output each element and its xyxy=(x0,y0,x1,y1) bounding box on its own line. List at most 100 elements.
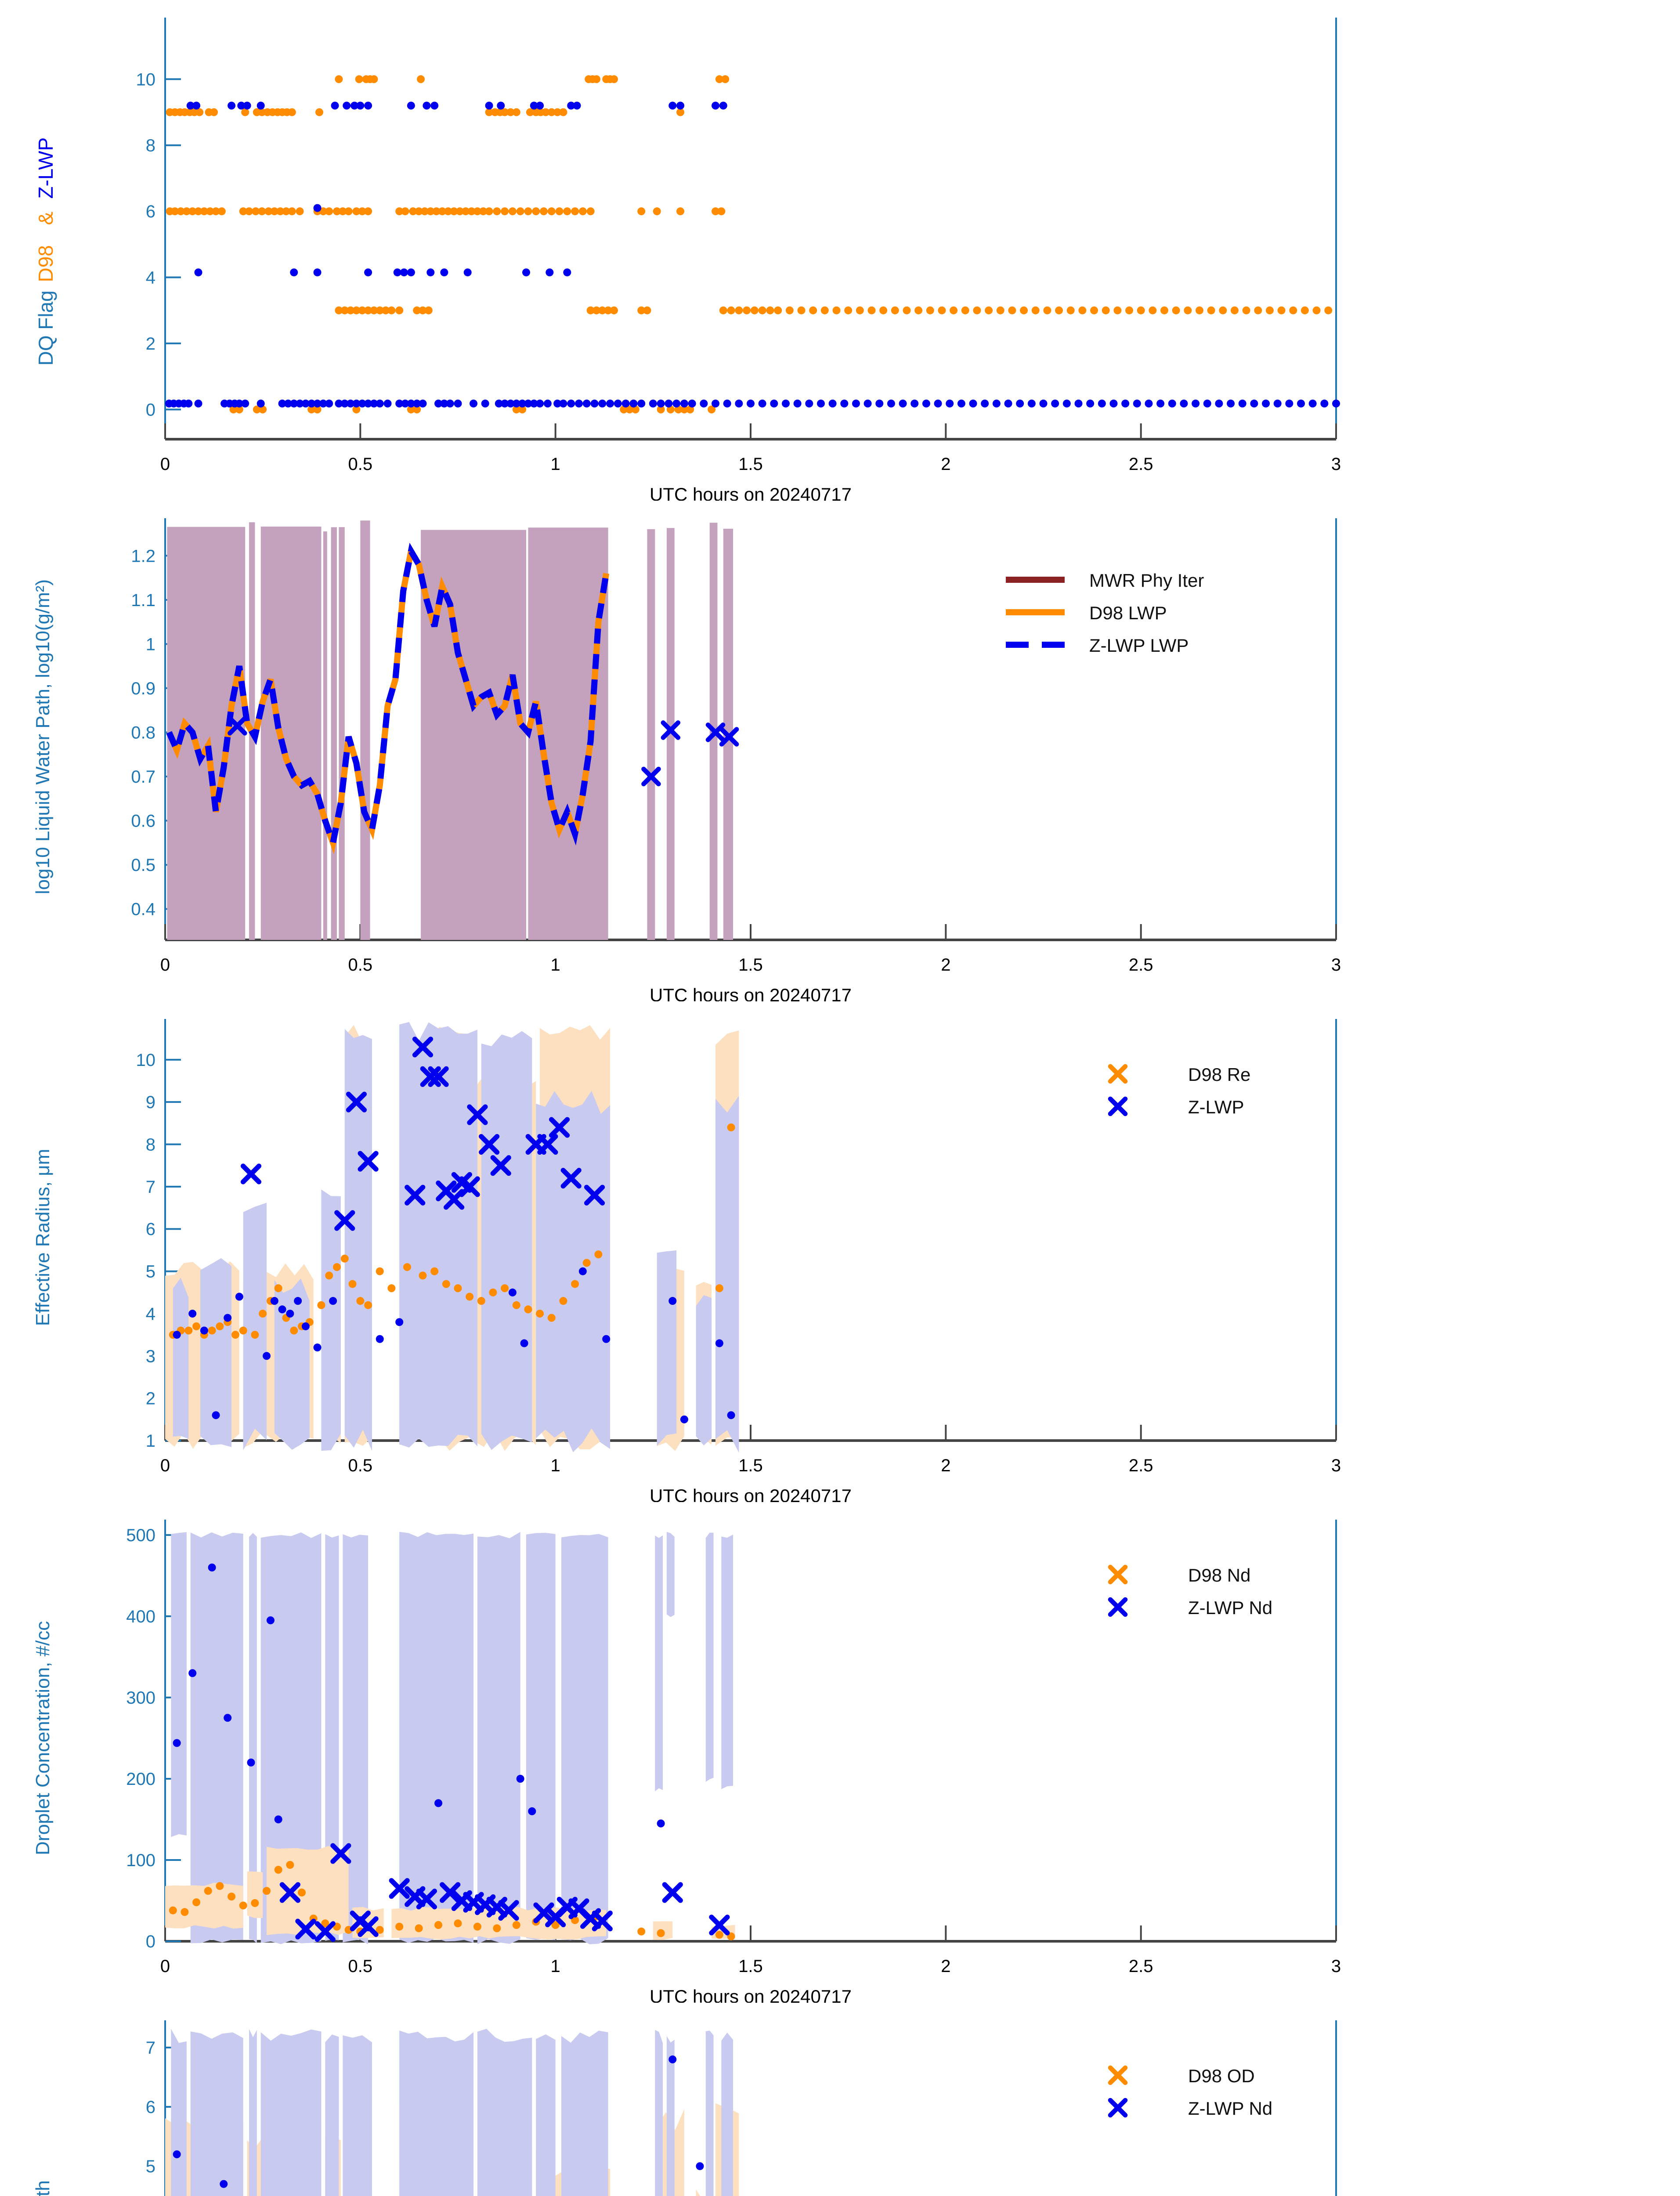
zlwp-dq-point xyxy=(400,268,408,277)
panel-lwp: 0.4 0.5 0.6 0.7 0.8 0.9 1 1.1 1.2 0 0.5 1 1.5 2 2.5 3 UT… xyxy=(0,501,1680,1001)
zlwp-dq-point xyxy=(340,399,349,408)
zlwp-re-point xyxy=(715,1339,723,1347)
chart-text: 0 xyxy=(160,1957,170,1976)
zlwp-dq-point xyxy=(184,399,193,408)
d98-dq-point xyxy=(610,306,618,314)
zlwp-re-uncertainty xyxy=(243,1203,267,1451)
d98-dq-point xyxy=(637,306,646,314)
chart-text: 0 xyxy=(160,455,170,474)
zlwp-dq-point xyxy=(1086,399,1095,408)
zlwp-nd-uncertainty xyxy=(260,1532,322,1944)
d98-dq-point xyxy=(1277,306,1286,314)
chart-text: Z-LWP LWP xyxy=(1089,635,1189,656)
chart-text: 2 xyxy=(146,334,155,354)
d98-dq-point xyxy=(715,75,723,83)
chart-text: 0.5 xyxy=(348,955,373,975)
d98-dq-point xyxy=(171,207,179,216)
zlwp-nd-marker xyxy=(662,1882,683,1903)
zlwp-dq-point xyxy=(194,268,202,277)
zlwp-dq-point xyxy=(413,399,421,408)
zlwp-dq-point xyxy=(506,399,515,408)
d98-dq-point xyxy=(376,306,384,314)
chart-text: 0.5 xyxy=(348,1957,373,1976)
zlwp-dq-point xyxy=(770,399,778,408)
lwp-uncertainty-band xyxy=(421,530,527,940)
d98-re-point xyxy=(582,1259,591,1267)
d98-dq-point xyxy=(195,108,204,116)
zlwp-dq-point xyxy=(747,399,755,408)
chart-text: 3 xyxy=(1331,1957,1341,1976)
y-axis-label-part: D98 xyxy=(34,245,57,282)
d98-nd-point xyxy=(715,1931,723,1939)
zlwp-nd-uncertainty xyxy=(399,1531,474,1943)
d98-dq-point xyxy=(774,306,782,314)
zlwp-nd-marker xyxy=(279,1882,300,1903)
zlwp-od-uncertainty xyxy=(655,2030,663,2196)
chart-text: D98 OD xyxy=(1188,2066,1255,2086)
chart-text: 1.5 xyxy=(738,1957,763,1976)
zlwp-re-point xyxy=(376,1335,384,1343)
zlwp-dq-point xyxy=(495,399,503,408)
d98-re-point xyxy=(715,1284,723,1293)
d98-re-point xyxy=(208,1326,216,1335)
d98-re-point xyxy=(594,1250,603,1259)
zlwp-od-point xyxy=(668,2055,677,2064)
zlwp-nd-uncertainty xyxy=(666,1531,675,1617)
d98-dq-point xyxy=(797,306,806,314)
d98-dq-point xyxy=(415,207,423,216)
zlwp-dq-point xyxy=(446,399,454,408)
d98-dq-point xyxy=(586,306,595,314)
d98-re-point xyxy=(340,1254,349,1263)
zlwp-nd-uncertainty xyxy=(171,1532,187,1837)
zlwp-re-point xyxy=(313,1344,322,1352)
zlwp-dq-point xyxy=(186,101,195,110)
chart-text: Z-LWP Nd xyxy=(1188,1597,1272,1618)
zlwp-dq-point xyxy=(922,399,930,408)
zlwp-dq-point xyxy=(981,399,989,408)
zlwp-nd-point xyxy=(247,1759,255,1766)
chart-text: 5 xyxy=(146,1262,155,1282)
d98-dq-point xyxy=(258,207,266,216)
d98-re-point xyxy=(333,1263,341,1271)
zlwp-dq-point xyxy=(395,399,404,408)
d98-dq-point xyxy=(891,306,899,314)
d98-dq-point xyxy=(1301,306,1309,314)
d98-dq-point xyxy=(387,306,396,314)
zlwp-od-point xyxy=(696,2162,704,2171)
zlwp-dq-point xyxy=(470,399,478,408)
d98-dq-point xyxy=(996,306,1004,314)
legend-marker xyxy=(1108,1096,1128,1116)
chart-text: Z-LWP xyxy=(1188,1097,1244,1117)
d98-dq-point xyxy=(712,207,720,216)
zlwp-re-point xyxy=(286,1309,294,1318)
d98-dq-point xyxy=(766,306,774,314)
zlwp-re-point xyxy=(235,1293,243,1301)
chart-text: 6 xyxy=(146,202,155,221)
zlwp-dq-point xyxy=(278,399,286,408)
zlwp-nd-point xyxy=(224,1714,232,1722)
zlwp-nd-uncertainty xyxy=(526,1533,556,1940)
chart-text: 2.5 xyxy=(1129,1456,1153,1475)
d98-re-point xyxy=(454,1284,462,1293)
zlwp-dq-point xyxy=(1121,399,1130,408)
d98-re-point xyxy=(290,1326,298,1335)
d98-dq-point xyxy=(245,207,253,216)
d98-dq-point xyxy=(407,405,415,414)
chart-text: log10 Liquid Water Path, log10(g/m²) xyxy=(32,579,54,894)
zlwp-dq-point xyxy=(257,101,265,110)
zlwp-dq-point xyxy=(992,399,1001,408)
d98-dq-point xyxy=(1160,306,1168,314)
chart-text: 0.7 xyxy=(131,767,155,787)
d98-dq-point xyxy=(512,405,520,414)
d98-dq-point xyxy=(424,306,433,314)
legend-marker xyxy=(1108,1064,1128,1084)
zlwp-nd-marker xyxy=(498,1900,519,1921)
d98-dq-point xyxy=(592,306,600,314)
zlwp-dq-point xyxy=(419,399,427,408)
d98-dq-point xyxy=(296,207,304,216)
d98-dq-point xyxy=(1289,306,1297,314)
d98-dq-point xyxy=(364,306,372,314)
d98-re-point xyxy=(489,1288,497,1297)
zlwp-re-marker xyxy=(346,1091,367,1112)
zlwp-dq-point xyxy=(440,399,448,408)
